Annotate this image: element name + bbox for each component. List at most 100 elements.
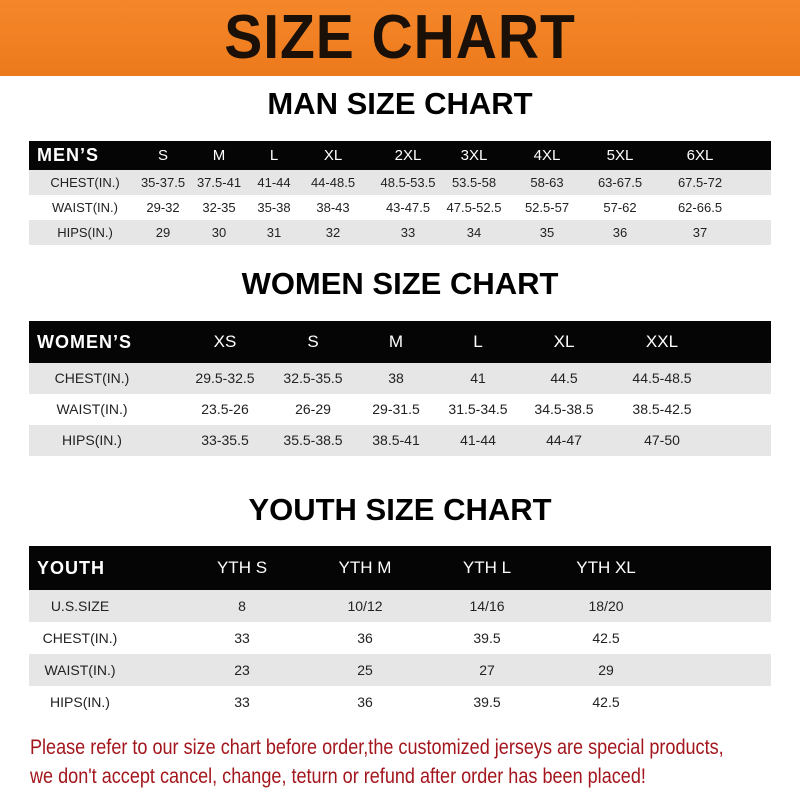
measurement-value: 33 bbox=[234, 630, 250, 646]
measurement-value: 26-29 bbox=[295, 401, 331, 417]
measurement-label: WAIST(IN.) bbox=[44, 662, 116, 678]
table-row: HIPS(IN.) 33-35.5 35.5-38.5 38.5-41 41-44 44-… bbox=[29, 425, 771, 456]
measurement-value: 35-37.5 bbox=[140, 175, 186, 190]
size-column-header: 4XL bbox=[533, 147, 561, 164]
table-row: CHEST(IN.) 29.5-32.5 32.5-35.5 38 41 44.5 44.5… bbox=[29, 363, 771, 394]
measurement-value: 29 bbox=[598, 662, 614, 678]
measurement-value: 35-38 bbox=[257, 200, 291, 215]
measurement-value: 29-31.5 bbox=[372, 401, 420, 417]
size-column-header: L bbox=[269, 147, 279, 164]
youth-size-table: YOUTH YTH S YTH M YTH L YTH XL U.S.SIZE 8 10/12… bbox=[29, 546, 771, 718]
measurement-value: 38 bbox=[388, 370, 404, 386]
measurement-value: 32 bbox=[325, 225, 341, 240]
measurement-value: 41-44 bbox=[460, 432, 496, 448]
measurement-value: 32.5-35.5 bbox=[283, 370, 343, 386]
size-column-header: XL bbox=[323, 147, 343, 164]
measurement-value: 38.5-41 bbox=[372, 432, 420, 448]
size-column-header: M bbox=[212, 147, 226, 164]
measurement-value: 36 bbox=[357, 694, 373, 710]
measurement-value: 8 bbox=[238, 598, 246, 614]
measurement-label: HIPS(IN.) bbox=[50, 694, 110, 710]
size-column-header: YTH M bbox=[338, 558, 392, 577]
measurement-label: CHEST(IN.) bbox=[42, 630, 118, 646]
measurement-value: 44.5 bbox=[550, 370, 578, 386]
measurement-value: 58-63 bbox=[530, 175, 564, 190]
measurement-value: 67.5-72 bbox=[677, 175, 723, 190]
measurement-value: 29.5-32.5 bbox=[195, 370, 255, 386]
banner-title: SIZE CHART bbox=[224, 3, 576, 72]
measurement-label: CHEST(IN.) bbox=[50, 175, 120, 190]
measurement-value: 62-66.5 bbox=[677, 200, 723, 215]
measurement-value: 23.5-26 bbox=[201, 401, 249, 417]
measurement-value: 44.5-48.5 bbox=[632, 370, 692, 386]
measurement-value: 38.5-42.5 bbox=[632, 401, 692, 417]
measurement-value: 39.5 bbox=[473, 694, 501, 710]
measurement-value: 44-48.5 bbox=[310, 175, 356, 190]
measurement-value: 47-50 bbox=[644, 432, 680, 448]
women-size-table: WOMEN’S XS S M L XL XXL CHEST(IN.) 29.5-32.5 32.5… bbox=[29, 321, 771, 456]
measurement-value: 27 bbox=[479, 662, 495, 678]
table-row: WAIST(IN.) 23 25 27 29 bbox=[29, 654, 771, 686]
youth-section-title: YOUTH SIZE CHART bbox=[248, 492, 552, 527]
measurement-value: 29-32 bbox=[146, 200, 180, 215]
measurement-value: 34.5-38.5 bbox=[534, 401, 594, 417]
measurement-value: 43-47.5 bbox=[385, 200, 431, 215]
measurement-value: 33-35.5 bbox=[201, 432, 249, 448]
size-column-header: YTH XL bbox=[576, 558, 636, 577]
measurement-value: 33 bbox=[400, 225, 416, 240]
order-notice-line-2: we don't accept cancel, change, teturn o… bbox=[30, 765, 646, 788]
order-notice: Please refer to our size chart before or… bbox=[30, 733, 800, 791]
measurement-label: HIPS(IN.) bbox=[62, 432, 122, 448]
measurement-value: 47.5-52.5 bbox=[446, 200, 502, 215]
measurement-value: 35.5-38.5 bbox=[283, 432, 343, 448]
measurement-value: 37 bbox=[692, 225, 708, 240]
measurement-value: 31.5-34.5 bbox=[448, 401, 508, 417]
table-row: WAIST(IN.) 29-32 32-35 35-38 38-43 43-47.5 47.… bbox=[29, 195, 771, 220]
size-column-header: XS bbox=[213, 332, 237, 351]
men-size-table: MEN’S S M L XL 2XL 3XL 4XL 5XL 6XL CHEST(IN.) 35-37… bbox=[29, 141, 771, 245]
header-row: MEN’S S M L XL 2XL 3XL 4XL 5XL 6XL bbox=[29, 141, 771, 170]
size-column-header: S bbox=[307, 332, 319, 351]
measurement-label: WAIST(IN.) bbox=[56, 401, 128, 417]
measurement-value: 35 bbox=[539, 225, 555, 240]
measurement-value: 53.5-58 bbox=[451, 175, 497, 190]
measurement-value: 25 bbox=[357, 662, 373, 678]
measurement-label: HIPS(IN.) bbox=[57, 225, 113, 240]
measurement-value: 57-62 bbox=[603, 200, 637, 215]
table-row: WAIST(IN.) 23.5-26 26-29 29-31.5 31.5-34.5 34… bbox=[29, 394, 771, 425]
size-column-header: M bbox=[388, 332, 404, 351]
size-column-header: YTH S bbox=[216, 558, 268, 577]
measurement-value: 41 bbox=[470, 370, 486, 386]
table-row: HIPS(IN.) 29 30 31 32 33 34 35 36 37 bbox=[29, 220, 771, 245]
measurement-value: 36 bbox=[357, 630, 373, 646]
women-section-title: WOMEN SIZE CHART bbox=[241, 266, 559, 301]
size-column-header: XL bbox=[553, 332, 575, 351]
table-row: CHEST(IN.) 35-37.5 37.5-41 41-44 44-48.5 48.5… bbox=[29, 170, 771, 195]
table-category-label: WOMEN’S bbox=[37, 332, 132, 352]
measurement-value: 42.5 bbox=[592, 694, 620, 710]
measurement-label: WAIST(IN.) bbox=[52, 200, 118, 215]
size-column-header: 3XL bbox=[460, 147, 488, 164]
measurement-value: 48.5-53.5 bbox=[380, 175, 436, 190]
measurement-value: 10/12 bbox=[347, 598, 383, 614]
measurement-value: 34 bbox=[466, 225, 482, 240]
measurement-value: 23 bbox=[234, 662, 250, 678]
measurement-value: 41-44 bbox=[257, 175, 291, 190]
size-column-header: L bbox=[473, 332, 483, 351]
size-column-header: 5XL bbox=[606, 147, 634, 164]
measurement-value: 63-67.5 bbox=[597, 175, 643, 190]
measurement-value: 38-43 bbox=[316, 200, 350, 215]
table-row: CHEST(IN.) 33 36 39.5 42.5 bbox=[29, 622, 771, 654]
size-column-header: 2XL bbox=[394, 147, 422, 164]
size-column-header: 6XL bbox=[686, 147, 714, 164]
measurement-value: 33 bbox=[234, 694, 250, 710]
header-row: YOUTH YTH S YTH M YTH L YTH XL bbox=[29, 546, 771, 590]
table-row: U.S.SIZE 8 10/12 14/16 18/20 bbox=[29, 590, 771, 622]
measurement-value: 32-35 bbox=[202, 200, 236, 215]
measurement-value: 37.5-41 bbox=[196, 175, 242, 190]
table-category-label: MEN’S bbox=[37, 145, 100, 165]
measurement-value: 14/16 bbox=[469, 598, 505, 614]
measurement-value: 31 bbox=[266, 225, 282, 240]
measurement-value: 30 bbox=[211, 225, 227, 240]
measurement-value: 52.5-57 bbox=[524, 200, 570, 215]
